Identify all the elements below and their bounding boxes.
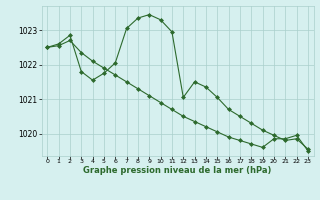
X-axis label: Graphe pression niveau de la mer (hPa): Graphe pression niveau de la mer (hPa) <box>84 166 272 175</box>
